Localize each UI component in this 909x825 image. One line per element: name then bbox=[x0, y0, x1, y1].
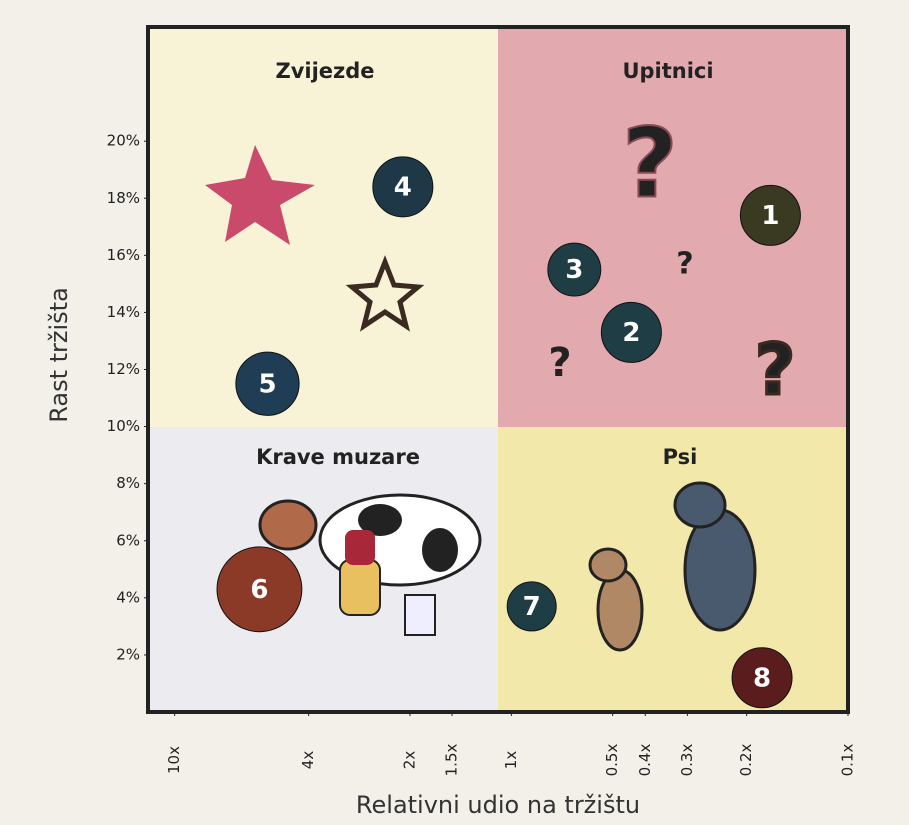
bubble-label: 5 bbox=[258, 369, 276, 399]
bubble-label: 7 bbox=[523, 592, 541, 622]
y-tick-label: 6% bbox=[116, 531, 140, 549]
x-tick-label: 2x bbox=[400, 751, 418, 770]
y-tick-label: 8% bbox=[116, 474, 140, 492]
bubble-label: 3 bbox=[565, 255, 583, 285]
y-tick-label: 12% bbox=[107, 360, 140, 378]
question-illustration: ? bbox=[676, 247, 693, 282]
y-tick-label: 2% bbox=[116, 645, 140, 663]
question-illustration: ? bbox=[548, 340, 571, 386]
x-tick-label: 1.5x bbox=[443, 744, 461, 777]
y-tick-label: 16% bbox=[107, 246, 140, 264]
y-axis-title: Rast tržišta bbox=[45, 287, 73, 423]
y-tick-label: 10% bbox=[107, 417, 140, 435]
quadrant-label: Upitnici bbox=[622, 59, 713, 83]
y-tick-label: 4% bbox=[116, 588, 140, 606]
x-tick-label: 0.2x bbox=[737, 744, 755, 777]
quadrant-label: Krave muzare bbox=[256, 445, 420, 469]
bubble-label: 1 bbox=[761, 201, 779, 231]
x-tick-label: 0.5x bbox=[603, 744, 621, 777]
question-illustration: ? bbox=[755, 329, 796, 411]
x-tick-label: 10x bbox=[165, 746, 183, 774]
chart: ? ? ? ? Zvijezde Upitnici Krave muzare P… bbox=[0, 0, 909, 825]
quadrant-label: Zvijezde bbox=[275, 59, 374, 83]
quadrant-label: Psi bbox=[663, 445, 698, 469]
quadrant-dogs bbox=[498, 427, 848, 712]
x-tick-label: 4x bbox=[299, 751, 317, 770]
x-tick-label: 0.1x bbox=[839, 744, 857, 777]
bubble-label: 8 bbox=[753, 663, 771, 693]
quadrant-stars bbox=[148, 27, 498, 427]
bubble-label: 4 bbox=[394, 172, 412, 202]
y-tick-label: 18% bbox=[107, 189, 140, 207]
x-axis-title: Relativni udio na tržištu bbox=[356, 791, 640, 819]
y-tick-label: 20% bbox=[107, 132, 140, 150]
y-tick-label: 14% bbox=[107, 303, 140, 321]
x-tick-label: 0.3x bbox=[678, 744, 696, 777]
x-tick-label: 0.4x bbox=[636, 744, 654, 777]
bubble-label: 6 bbox=[250, 575, 268, 605]
question-illustration: ? bbox=[622, 107, 678, 219]
x-tick-label: 1x bbox=[502, 751, 520, 770]
bubble-label: 2 bbox=[622, 318, 640, 348]
